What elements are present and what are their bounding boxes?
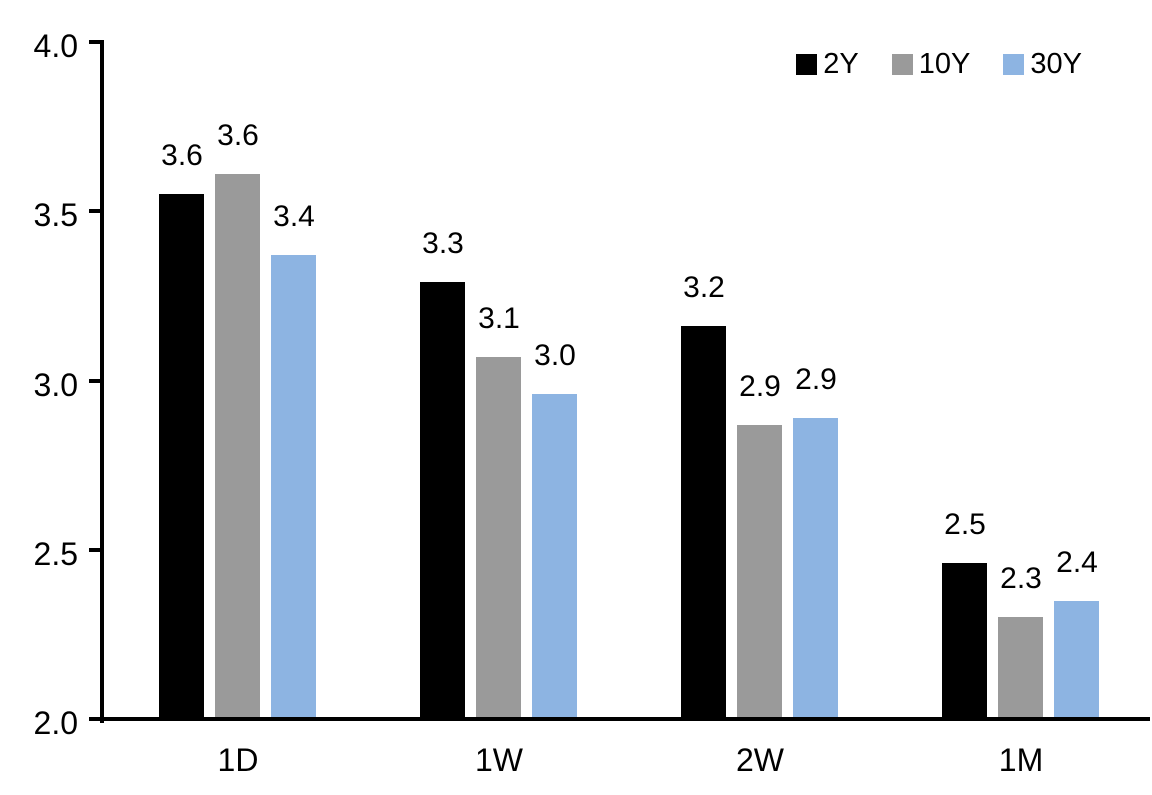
- y-axis-tick: [89, 547, 101, 552]
- bar-30y-2w: [793, 418, 838, 717]
- bar-value-label: 3.2: [683, 271, 725, 304]
- legend-label: 10Y: [918, 48, 971, 80]
- bar-2y-1w: [420, 282, 465, 717]
- bar-value-label: 3.6: [217, 119, 259, 152]
- y-axis-tick-label: 4.0: [33, 28, 78, 64]
- x-axis-label-2w: 2W: [736, 742, 784, 778]
- bar-30y-1d: [271, 255, 316, 717]
- y-axis-tick: [89, 40, 101, 44]
- bar-2y-1m: [942, 563, 987, 717]
- x-axis-label-1d: 1D: [217, 742, 259, 778]
- y-axis-tick-label: 2.0: [33, 705, 78, 741]
- bar-value-label: 2.3: [1000, 562, 1042, 595]
- y-axis-tick-label: 3.0: [33, 366, 78, 403]
- bar-value-label: 3.6: [161, 139, 203, 172]
- y-axis-tick: [89, 378, 101, 383]
- y-axis-tick: [89, 209, 101, 214]
- legend: 2Y 10Y 30Y: [796, 46, 1082, 82]
- bar-value-label: 3.4: [273, 200, 315, 233]
- bar-value-label: 3.3: [422, 227, 464, 260]
- y-axis-tick-label: 3.5: [33, 197, 78, 234]
- bar-10y-1d: [215, 174, 260, 717]
- bar-value-label: 2.5: [944, 508, 986, 541]
- bar-value-label: 2.4: [1056, 546, 1098, 579]
- bar-2y-1d: [159, 194, 204, 717]
- legend-label: 30Y: [1030, 48, 1082, 80]
- bar-value-label: 2.9: [795, 363, 837, 396]
- y-axis-line: [100, 40, 104, 723]
- legend-item-2y: 2Y: [796, 46, 859, 82]
- bar-value-label: 2.9: [739, 370, 781, 403]
- bar-30y-1m: [1054, 601, 1099, 717]
- legend-item-10y: 10Y: [891, 46, 971, 82]
- bar-30y-1w: [532, 394, 577, 717]
- legend-swatch-icon: [796, 53, 818, 75]
- x-axis-label-1w: 1W: [475, 742, 523, 778]
- bar-2y-2w: [681, 326, 726, 717]
- bar-value-label: 3.0: [534, 339, 576, 372]
- bar-value-label: 3.1: [478, 302, 520, 335]
- bar-10y-1w: [476, 357, 521, 717]
- legend-label: 2Y: [823, 48, 859, 80]
- x-axis-line: [100, 717, 1150, 721]
- x-axis-label-1m: 1M: [998, 742, 1044, 778]
- y-axis-tick: [89, 717, 101, 721]
- bar-10y-1m: [998, 617, 1043, 717]
- legend-swatch-icon: [891, 53, 913, 75]
- bar-10y-2w: [737, 425, 782, 717]
- y-axis-tick-label: 2.5: [33, 535, 78, 572]
- legend-item-30y: 30Y: [1003, 46, 1082, 82]
- legend-swatch-icon: [1003, 53, 1025, 75]
